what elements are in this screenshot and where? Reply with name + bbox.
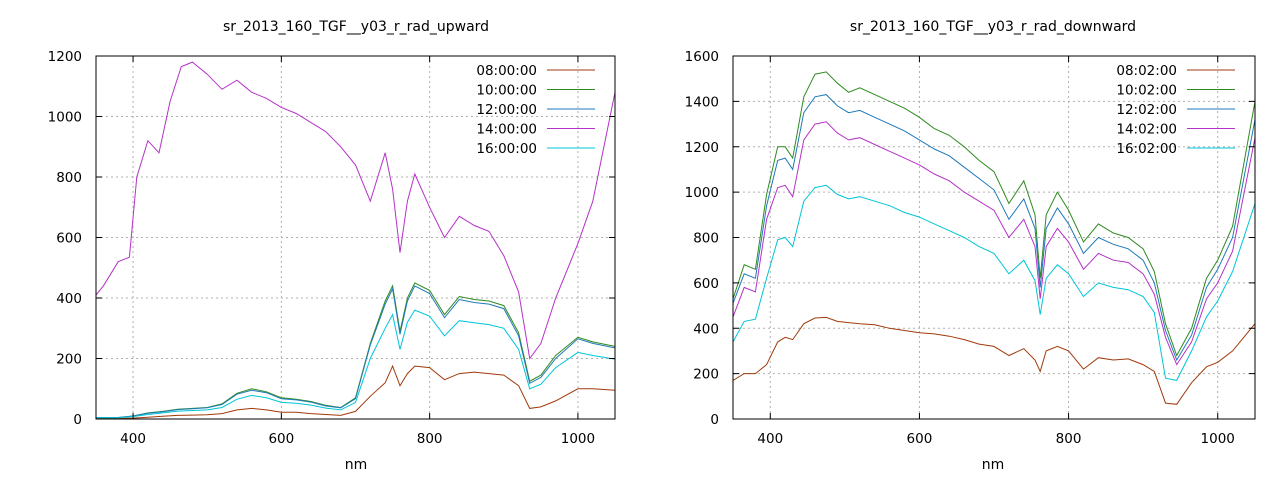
legend: 08:00:00 10:00:00 12:00:00 14:00:00 16:00:00 (476, 63, 595, 157)
series-line-140000 (96, 61, 615, 360)
y-tick-label: 800 (693, 231, 719, 247)
x-tick-label: 1000 (561, 431, 595, 447)
y-tick-label: 600 (56, 231, 82, 247)
y-tick-label: 0 (73, 412, 82, 428)
series-line-160200 (733, 184, 1255, 381)
x-tick-label: 400 (757, 431, 783, 447)
y-tick-label: 1200 (685, 140, 719, 156)
legend-label: 14:02:00 (1116, 122, 1177, 138)
legend: 08:02:00 10:02:00 12:02:00 14:02:00 16:02:00 (1116, 63, 1235, 157)
legend-label: 16:02:00 (1116, 141, 1177, 157)
series-line-080200 (733, 316, 1255, 405)
legend-label: 08:02:00 (1116, 63, 1177, 79)
chart-title-downward: sr_2013_160_TGF__y03_r_rad_downward (850, 19, 1136, 35)
x-tick-label: 600 (268, 431, 294, 447)
x-axis-label-upward: nm (345, 457, 368, 473)
series-group (733, 71, 1255, 405)
legend-label: 16:00:00 (476, 141, 537, 157)
y-tick-label: 400 (693, 321, 719, 337)
series-line-100200 (733, 71, 1255, 357)
legend-label: 08:00:00 (476, 63, 537, 79)
series-line-140200 (733, 121, 1255, 366)
y-tick-label: 1200 (48, 49, 82, 65)
y-tick-label: 200 (693, 367, 719, 383)
x-tick-label: 800 (1056, 431, 1082, 447)
chart-title-upward: sr_2013_160_TGF__y03_r_rad_upward (223, 19, 489, 35)
legend-label: 10:00:00 (476, 83, 537, 99)
x-tick-label: 400 (120, 431, 146, 447)
legend-label: 14:00:00 (476, 122, 537, 138)
y-tick-label: 200 (56, 352, 82, 368)
y-tick-label: 1000 (685, 185, 719, 201)
x-tick-label: 600 (907, 431, 933, 447)
series-line-120200 (733, 94, 1255, 362)
y-tick-label: 0 (710, 412, 719, 428)
series-line-080000 (96, 364, 615, 419)
legend-label: 12:02:00 (1116, 102, 1177, 118)
y-tick-label: 800 (56, 170, 82, 186)
downward-panel: sr_2013_160_TGF__y03_r_rad_downward nm 4… (685, 19, 1256, 473)
series-line-160000 (96, 309, 615, 419)
y-tick-label: 1000 (48, 110, 82, 126)
upward-panel: sr_2013_160_TGF__y03_r_rad_upward nm 400… (48, 19, 616, 473)
series-line-120000 (96, 285, 615, 418)
x-axis-label-downward: nm (982, 457, 1005, 473)
x-tick-label: 800 (417, 431, 443, 447)
y-tick-label: 1400 (685, 94, 719, 110)
x-tick-label: 1000 (1201, 431, 1235, 447)
y-tick-label: 600 (693, 276, 719, 292)
y-tick-label: 1600 (685, 49, 719, 65)
legend-label: 12:00:00 (476, 102, 537, 118)
y-tick-label: 400 (56, 291, 82, 307)
legend-label: 10:02:00 (1116, 83, 1177, 99)
series-group (96, 61, 615, 419)
